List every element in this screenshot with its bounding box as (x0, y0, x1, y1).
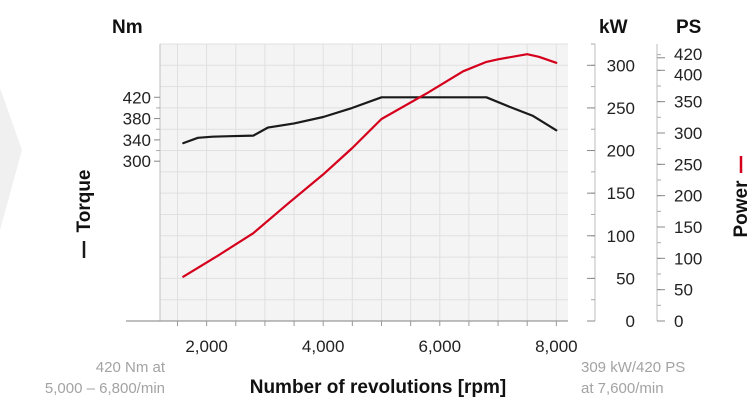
torque-unit: Nm (112, 17, 143, 38)
power-side-label: Power (731, 156, 752, 238)
ps-tick-label: 100 (674, 249, 702, 268)
power-note-line-2: at 7,600/min (581, 380, 664, 397)
ps-tick-label: 420 (674, 45, 702, 64)
kw-tick-label: 150 (607, 184, 635, 203)
axes (126, 43, 665, 326)
x-tick-label: 4,000 (302, 337, 345, 356)
torque-tick-label: 300 (123, 152, 151, 171)
series-line-torque (182, 96, 558, 145)
torque-note-line-1: 420 Nm at (96, 359, 166, 376)
series-line-power (182, 53, 558, 278)
x-tick-label: 8,000 (535, 337, 578, 356)
ps-tick-label: 250 (674, 155, 702, 174)
series-lines (182, 53, 558, 278)
ps-tick-label: 200 (674, 187, 702, 206)
ps-tick-label: 350 (674, 93, 702, 112)
ps-unit: PS (676, 17, 701, 38)
background-chevron (0, 88, 22, 230)
torque-side-text: Torque (74, 170, 95, 233)
kw-tick-label: 0 (626, 312, 635, 331)
kw-tick-label: 50 (616, 269, 635, 288)
power-note-line-1: 309 kW/420 PS (581, 359, 685, 376)
plot-background (160, 44, 568, 321)
torque-tick-label: 420 (123, 88, 151, 107)
torque-side-label: Torque (74, 170, 95, 258)
kw-tick-label: 100 (607, 227, 635, 246)
x-tick-label: 2,000 (185, 337, 228, 356)
kw-unit: kW (599, 17, 628, 38)
ps-tick-label: 300 (674, 124, 702, 143)
torque-tick-label: 340 (123, 131, 151, 150)
power-side-text: Power (731, 180, 752, 238)
grid (160, 43, 568, 321)
torque-note-line-2: 5,000 – 6,800/min (45, 380, 165, 397)
tick-labels: 300 340 380 420 2,000 4,000 6,000 8,000 0 50 100 15… (123, 45, 703, 356)
ps-tick-label: 150 (674, 218, 702, 237)
x-axis-label: Number of revolutions [rpm] (250, 377, 507, 398)
kw-tick-label: 300 (607, 56, 635, 75)
kw-tick-label: 200 (607, 142, 635, 161)
kw-tick-label: 250 (607, 99, 635, 118)
ps-tick-label: 0 (674, 312, 683, 331)
ps-tick-label: 50 (674, 281, 693, 300)
ps-tick-label: 400 (674, 65, 702, 84)
torque-tick-label: 380 (123, 110, 151, 129)
x-tick-label: 6,000 (418, 337, 461, 356)
